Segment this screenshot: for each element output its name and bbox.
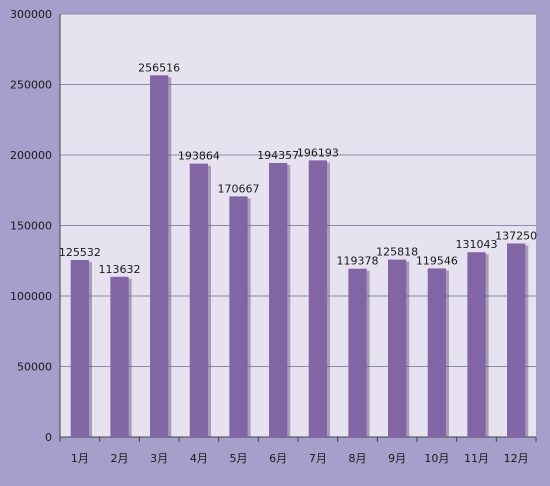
bar bbox=[150, 75, 169, 437]
x-tick-label: 1月 bbox=[71, 452, 89, 465]
data-label: 119546 bbox=[416, 254, 458, 267]
x-tick-label: 11月 bbox=[464, 452, 489, 465]
bar bbox=[70, 259, 89, 437]
data-label: 170667 bbox=[218, 182, 260, 195]
x-tick-label: 3月 bbox=[150, 452, 168, 465]
y-tick-label: 250000 bbox=[10, 79, 52, 92]
data-label: 125818 bbox=[376, 246, 418, 259]
x-tick-label: 12月 bbox=[504, 452, 529, 465]
x-tick-label: 9月 bbox=[388, 452, 406, 465]
data-label: 256516 bbox=[138, 61, 180, 74]
bar bbox=[388, 259, 407, 437]
bar bbox=[308, 160, 327, 438]
bar bbox=[348, 268, 367, 437]
data-label: 131043 bbox=[456, 238, 498, 251]
y-tick-label: 100000 bbox=[10, 290, 52, 303]
bar bbox=[269, 162, 288, 437]
y-tick-label: 0 bbox=[45, 431, 52, 444]
bar bbox=[110, 276, 129, 437]
x-tick-label: 7月 bbox=[309, 452, 327, 465]
bar bbox=[467, 252, 486, 437]
bar bbox=[427, 268, 446, 437]
x-tick-label: 10月 bbox=[424, 452, 449, 465]
data-label: 113632 bbox=[99, 263, 141, 276]
y-tick-label: 200000 bbox=[10, 149, 52, 162]
data-label: 125532 bbox=[59, 246, 101, 259]
data-label: 196193 bbox=[297, 146, 339, 159]
x-tick-label: 8月 bbox=[349, 452, 367, 465]
data-label: 194357 bbox=[257, 149, 299, 162]
bar bbox=[189, 163, 208, 437]
x-tick-label: 4月 bbox=[190, 452, 208, 465]
data-label: 193864 bbox=[178, 150, 220, 163]
bar bbox=[507, 243, 526, 437]
x-tick-label: 5月 bbox=[230, 452, 248, 465]
bar bbox=[229, 196, 248, 437]
data-label: 119378 bbox=[337, 255, 379, 268]
y-tick-label: 50000 bbox=[17, 361, 52, 374]
y-tick-label: 300000 bbox=[10, 8, 52, 21]
x-tick-label: 6月 bbox=[269, 452, 287, 465]
x-tick-label: 2月 bbox=[111, 452, 129, 465]
y-tick-label: 150000 bbox=[10, 220, 52, 233]
data-label: 137250 bbox=[495, 229, 537, 242]
